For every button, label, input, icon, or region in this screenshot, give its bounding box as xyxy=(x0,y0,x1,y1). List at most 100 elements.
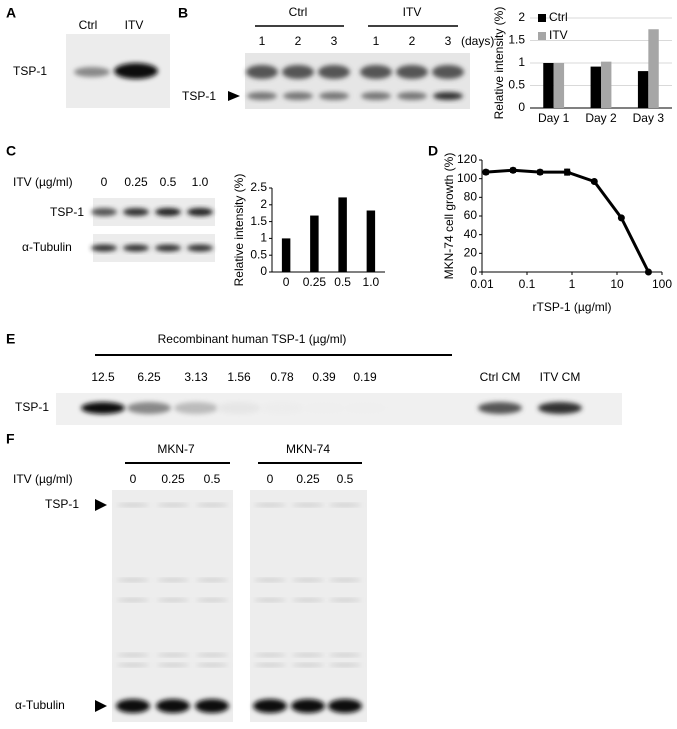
blot-band xyxy=(397,92,427,100)
blot-band xyxy=(254,503,286,507)
blot-band xyxy=(174,402,218,414)
blot-band xyxy=(74,67,110,77)
blot-band xyxy=(196,503,228,507)
bar xyxy=(338,197,347,272)
blot-band xyxy=(292,663,324,667)
y-axis-label: Relative intensity (%) xyxy=(232,174,246,287)
blot-band xyxy=(329,663,361,667)
group-label: Ctrl xyxy=(289,5,308,19)
x-tick-label: 0.1 xyxy=(519,277,536,291)
lane-label: 0.5 xyxy=(337,472,354,486)
blot-band xyxy=(117,578,149,582)
lane-label: 0.25 xyxy=(161,472,185,486)
y-tick-label: 40 xyxy=(464,227,478,241)
blot-band xyxy=(196,598,228,602)
lane-label: Ctrl CM xyxy=(480,370,521,384)
y-tick-label: 0.5 xyxy=(250,247,267,261)
bar xyxy=(281,238,291,272)
cell-line: MKN-74 xyxy=(286,442,330,456)
blot-band xyxy=(187,244,213,252)
row-label: ITV (µg/ml) xyxy=(13,472,73,486)
row-label: ITV (µg/ml) xyxy=(13,175,73,189)
band-label: TSP-1 xyxy=(45,497,79,511)
blot-band xyxy=(157,503,189,507)
x-tick-label: 0 xyxy=(283,275,290,289)
blot-band xyxy=(247,92,277,100)
arrow xyxy=(95,499,107,511)
blot-band xyxy=(91,244,117,252)
blot-band xyxy=(155,244,181,252)
blot-band xyxy=(157,578,189,582)
point xyxy=(482,168,490,176)
blot-band xyxy=(196,663,228,667)
bar xyxy=(590,66,601,108)
blot-band xyxy=(117,653,149,657)
blot-band xyxy=(246,65,278,79)
blot-band xyxy=(117,598,149,602)
blot-band xyxy=(254,663,286,667)
point xyxy=(509,166,517,174)
x-tick-label: 100 xyxy=(652,277,672,291)
lane-label: 1.56 xyxy=(227,370,251,384)
arrow xyxy=(95,700,107,712)
x-tick-label: Day 3 xyxy=(633,111,665,125)
band-label: TSP-1 xyxy=(13,64,47,78)
blot xyxy=(112,490,233,722)
panel-label: C xyxy=(6,143,16,159)
cell-line: MKN-7 xyxy=(157,442,195,456)
blot-band xyxy=(291,699,325,713)
blot-band xyxy=(319,92,349,100)
blot-band xyxy=(123,208,149,216)
x-tick-label: 10 xyxy=(610,277,624,291)
legend-label: ITV xyxy=(549,28,568,42)
lane-label: ITV CM xyxy=(540,370,581,384)
lane-label: Ctrl xyxy=(79,18,98,32)
lane-label: 0.5 xyxy=(204,472,221,486)
y-tick-label: 1 xyxy=(260,231,267,245)
point xyxy=(644,268,652,276)
lane-label: 1 xyxy=(373,34,380,48)
point xyxy=(536,168,544,176)
lane-label: 0.5 xyxy=(160,175,177,189)
group-label: ITV xyxy=(403,5,422,19)
y-tick-label: 0 xyxy=(518,100,525,114)
blot-band xyxy=(329,598,361,602)
blot-band xyxy=(157,653,189,657)
blot-band xyxy=(254,578,286,582)
blot-band xyxy=(91,208,117,216)
lane-label: 2 xyxy=(295,34,302,48)
band-label: TSP-1 xyxy=(50,205,84,219)
y-tick-label: 2 xyxy=(518,10,525,24)
blot-band xyxy=(361,92,391,100)
blot-band xyxy=(329,578,361,582)
y-tick-label: 60 xyxy=(464,208,478,222)
lane-label: 0 xyxy=(101,175,108,189)
blot-band xyxy=(157,663,189,667)
blot-band xyxy=(282,65,314,79)
y-axis-label: Relative intensity (%) xyxy=(492,7,506,120)
blot-band xyxy=(127,402,171,414)
blot-band xyxy=(396,65,428,79)
lane-label: 3 xyxy=(331,34,338,48)
blot-band xyxy=(478,402,522,414)
lane-label: 2 xyxy=(409,34,416,48)
blot-band xyxy=(302,402,346,414)
blot-band xyxy=(123,244,149,252)
bar xyxy=(310,215,319,272)
blot-band xyxy=(432,65,464,79)
panel-label: E xyxy=(6,331,15,347)
x-tick-label: 0.01 xyxy=(470,277,494,291)
y-tick-label: 120 xyxy=(457,152,477,166)
unit-label: (days) xyxy=(461,34,494,48)
blot-band xyxy=(318,65,350,79)
y-tick-label: 2 xyxy=(260,197,267,211)
blot-band xyxy=(283,92,313,100)
x-tick-label: 0.25 xyxy=(303,275,327,289)
bar xyxy=(553,63,565,108)
panel-label: A xyxy=(6,5,16,21)
blot-band xyxy=(196,653,228,657)
line xyxy=(485,168,650,273)
point xyxy=(563,168,571,176)
blot-band xyxy=(292,578,324,582)
